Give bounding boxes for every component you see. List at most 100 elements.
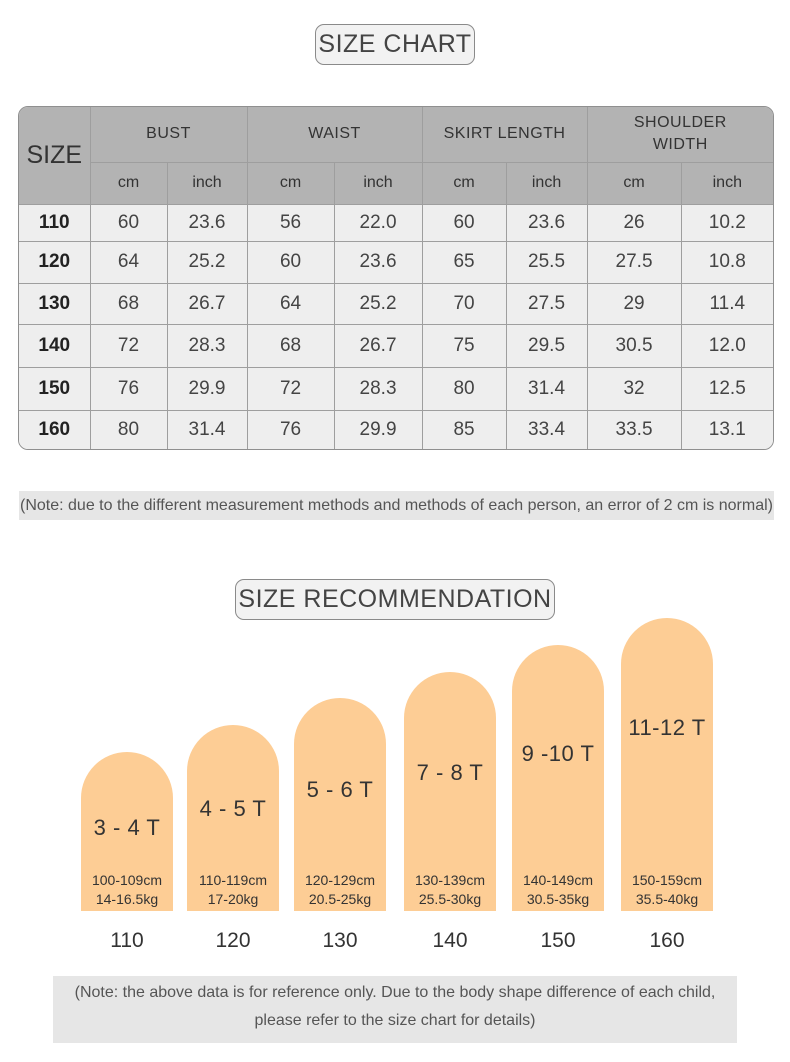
cell-waist-cm: 72 [246,366,335,411]
skirt-length-header: SKIRT LENGTH [421,107,588,163]
cell-waist-cm: 64 [246,282,335,325]
cell-shoulder-width-inch: 10.8 [680,240,773,284]
height-range: 130-139cm [414,872,486,888]
size-chart-table: SIZE BUST WAIST SKIRT LENGTH SHOULDER WI… [18,106,774,450]
weight-range: 35.5-40kg [635,891,699,907]
cell-shoulder-width-cm: 30.5 [586,323,682,368]
cell-waist-inch: 22.0 [333,203,423,242]
recommendation-card: 4 - 5 T 110-119cm 17-20kg [187,725,279,911]
height-range: 110-119cm [199,872,267,888]
cell-size: 150 [19,366,91,411]
reference-note-line-1: (Note: the above data is for reference o… [74,984,716,1001]
cell-waist-cm: 60 [246,240,335,284]
weight-range: 30.5-35kg [526,891,590,907]
table-row: 140 72 28.3 68 26.7 75 29.5 30.5 12.0 [19,323,773,368]
cell-shoulder-width-cm: 27.5 [586,240,682,284]
cell-waist-cm: 76 [246,409,335,449]
recommendation-card: 7 - 8 T 130-139cm 25.5-30kg [404,672,496,911]
recommended-size-label: 110 [110,929,144,952]
cell-waist-inch: 26.7 [333,323,423,368]
cell-bust-cm: 60 [89,203,168,242]
weight-range: 20.5-25kg [308,891,372,907]
unit-header-cm: cm [90,161,168,205]
cell-bust-inch: 26.7 [166,282,248,325]
age-range: 7 - 8 T [416,760,484,785]
age-range: 9 -10 T [521,741,595,766]
cell-skirt-length-cm: 60 [421,203,507,242]
cell-bust-cm: 80 [89,409,168,449]
weight-range: 17-20kg [207,891,259,907]
table-row: 160 80 31.4 76 29.9 85 33.4 33.5 13.1 [19,409,773,449]
reference-note: (Note: the above data is for reference o… [53,976,737,1043]
cell-waist-inch: 29.9 [333,409,423,449]
unit-header-cm: cm [246,161,335,205]
cell-waist-inch: 28.3 [333,366,423,411]
weight-range: 14-16.5kg [95,891,159,907]
recommendation-card: 11-12 T 150-159cm 35.5-40kg [621,618,713,911]
unit-header-inch: inch [505,161,588,205]
unit-header-cm: cm [586,161,682,205]
cell-bust-cm: 72 [89,323,168,368]
cell-shoulder-width-inch: 12.0 [680,323,773,368]
waist-header: WAIST [246,107,423,163]
cell-skirt-length-cm: 65 [421,240,507,284]
size-chart-title: SIZE CHART [315,24,475,65]
cell-size: 130 [19,282,91,325]
cell-bust-inch: 31.4 [166,409,248,449]
cell-skirt-length-inch: 33.4 [505,409,588,449]
age-range: 4 - 5 T [199,796,267,821]
table-row: 130 68 26.7 64 25.2 70 27.5 29 11.4 [19,282,773,325]
table-row: 120 64 25.2 60 23.6 65 25.5 27.5 10.8 [19,240,773,284]
cell-bust-inch: 29.9 [166,366,248,411]
height-range: 120-129cm [304,872,376,888]
cell-bust-inch: 25.2 [166,240,248,284]
cell-bust-inch: 23.6 [166,203,248,242]
height-range: 140-149cm [522,872,594,888]
cell-bust-cm: 76 [89,366,168,411]
cell-shoulder-width-cm: 29 [586,282,682,325]
height-range: 100-109cm [91,872,163,888]
shoulder-width-header: SHOULDER WIDTH [586,107,773,163]
measurement-note: (Note: due to the different measurement … [19,491,774,520]
cell-shoulder-width-cm: 26 [586,203,682,242]
unit-header-cm: cm [421,161,507,205]
size-recommendation-title: SIZE RECOMMENDATION [235,579,555,620]
recommendation-card: 5 - 6 T 120-129cm 20.5-25kg [294,698,386,911]
reference-note-line-2: please refer to the size chart for detai… [254,1012,536,1029]
cell-shoulder-width-inch: 12.5 [680,366,773,411]
cell-shoulder-width-inch: 11.4 [680,282,773,325]
age-range: 5 - 6 T [306,777,374,802]
cell-skirt-length-inch: 23.6 [505,203,588,242]
unit-header-inch: inch [680,161,773,205]
height-range: 150-159cm [631,872,703,888]
size-chart-body: 110 60 23.6 56 22.0 60 23.6 26 10.2 120 64 25.2 60 23… [19,203,773,449]
recommended-size-label: 120 [215,929,251,952]
recommended-size-label: 150 [540,929,576,952]
cell-shoulder-width-inch: 13.1 [680,409,773,449]
cell-skirt-length-inch: 29.5 [505,323,588,368]
table-row: 110 60 23.6 56 22.0 60 23.6 26 10.2 [19,203,773,242]
cell-bust-cm: 64 [89,240,168,284]
weight-range: 25.5-30kg [418,891,482,907]
recommended-size-label: 160 [649,929,685,952]
bust-header: BUST [89,107,248,163]
cell-waist-inch: 23.6 [333,240,423,284]
recommended-size-label: 130 [322,929,358,952]
age-range: 11-12 T [628,715,706,740]
cell-size: 110 [19,203,91,242]
cell-skirt-length-cm: 85 [421,409,507,449]
cell-skirt-length-inch: 31.4 [505,366,588,411]
unit-header-inch: inch [333,161,423,205]
cell-skirt-length-cm: 70 [421,282,507,325]
cell-skirt-length-cm: 80 [421,366,507,411]
cell-skirt-length-cm: 75 [421,323,507,368]
cell-size: 120 [19,240,91,284]
cell-size: 160 [19,409,91,449]
recommended-size-label: 140 [432,929,468,952]
cell-shoulder-width-cm: 32 [586,366,682,411]
unit-header-inch: inch [166,161,248,205]
cell-size: 140 [19,323,91,368]
cell-bust-inch: 28.3 [166,323,248,368]
cell-waist-inch: 25.2 [333,282,423,325]
table-row: 150 76 29.9 72 28.3 80 31.4 32 12.5 [19,366,773,411]
